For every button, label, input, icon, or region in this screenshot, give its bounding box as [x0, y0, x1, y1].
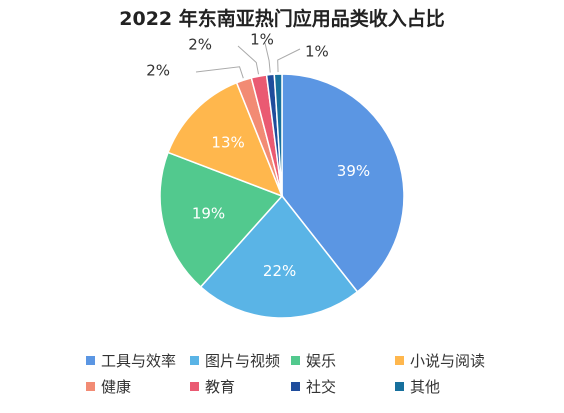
legend-swatch — [86, 356, 95, 365]
legend-label: 娱乐 — [306, 352, 337, 370]
legend-item-4: 小说与阅读 — [395, 350, 485, 371]
slice-label-7: 1% — [250, 31, 274, 49]
slice-label-6: 2% — [188, 36, 212, 54]
leader-line-5 — [195, 66, 244, 79]
legend-item-2: 图片与视频 — [190, 350, 280, 371]
pie-slice-1 — [281, 73, 405, 293]
legend-swatch — [86, 382, 95, 391]
legend-label: 小说与阅读 — [410, 352, 486, 370]
legend-item-5: 健康 — [86, 376, 131, 397]
leader-line-6 — [237, 45, 260, 75]
slice-label-2: 22% — [263, 262, 296, 280]
legend-item-8: 其他 — [395, 376, 440, 397]
legend-label: 其他 — [410, 378, 441, 396]
legend-swatch — [395, 382, 404, 391]
pie-slice-4 — [167, 81, 284, 198]
legend-label: 社交 — [306, 378, 337, 396]
legend-swatch — [190, 356, 199, 365]
pie-slice-2 — [199, 194, 359, 319]
legend-item-1: 工具与效率 — [86, 350, 176, 371]
legend-swatch — [291, 382, 300, 391]
leader-line-8 — [277, 48, 301, 73]
legend-swatch — [395, 356, 404, 365]
pie-chart: 39% 22% 19% 13% 2% 2% 1% 1% — [146, 31, 405, 319]
pie-slice-8 — [273, 73, 283, 197]
slice-label-1: 39% — [337, 162, 370, 180]
legend-label: 教育 — [205, 378, 236, 396]
legend-label: 图片与视频 — [205, 352, 281, 370]
legend-label: 工具与效率 — [101, 352, 177, 370]
slice-label-8: 1% — [305, 43, 329, 61]
legend-swatch — [291, 356, 300, 365]
legend-swatch — [190, 382, 199, 391]
slice-label-3: 19% — [192, 204, 225, 222]
pie-slice-3 — [159, 151, 284, 288]
legend-item-6: 教育 — [190, 376, 235, 397]
legend-label: 健康 — [101, 378, 132, 396]
legend-item-7: 社交 — [291, 376, 336, 397]
leader-line-7 — [264, 42, 271, 73]
legend-item-3: 娱乐 — [291, 350, 336, 371]
slice-label-5: 2% — [146, 62, 170, 80]
chart-title: 2022 年东南亚热门应用品类收入占比 — [119, 8, 445, 30]
slice-label-4: 13% — [211, 133, 244, 151]
